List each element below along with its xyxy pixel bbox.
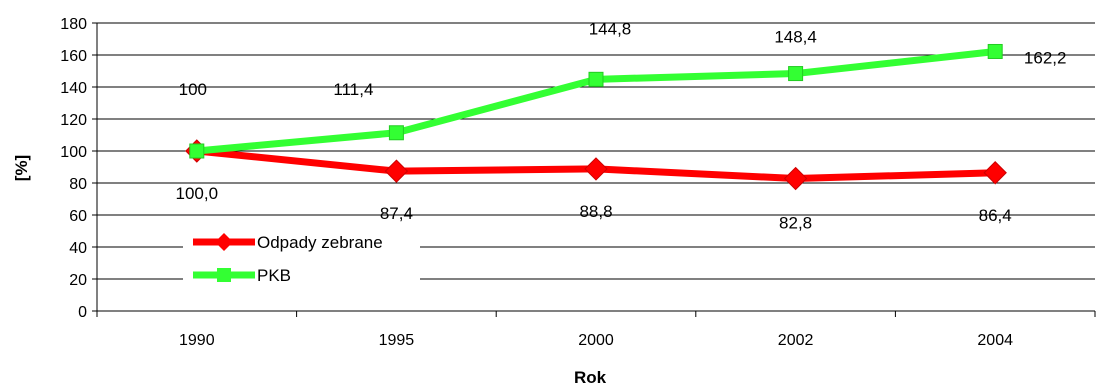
- data-point-pkb-2002: [788, 66, 804, 82]
- legend-label-odpady: Odpady zebrane: [257, 233, 383, 252]
- legend-marker-odpady: [215, 233, 233, 251]
- legend: Odpady zebrane PKB: [183, 225, 420, 297]
- y-tick-label-60: 60: [69, 208, 87, 225]
- x-tick-label-1990: 1990: [179, 332, 215, 349]
- y-tick-label-80: 80: [69, 176, 87, 193]
- y-tick-label-180: 180: [60, 16, 87, 33]
- y-tick-label-140: 140: [60, 80, 87, 97]
- data-label-odpady-1990: 100,0: [176, 184, 219, 203]
- data-label-pkb-1990: 100: [179, 80, 207, 99]
- y-tick-label-40: 40: [69, 240, 87, 257]
- y-tick-label-100: 100: [60, 144, 87, 161]
- data-label-pkb-2002: 148,4: [774, 28, 817, 47]
- data-point-pkb-2000: [588, 71, 604, 87]
- data-labels: 100,0 87,4 88,8 82,8 86,4 100 111,4 144,8 148,4 1…: [176, 19, 1067, 232]
- data-point-odpady-2002: [783, 166, 808, 191]
- y-tick-label-0: 0: [78, 304, 87, 321]
- data-label-odpady-2004: 86,4: [979, 206, 1012, 225]
- x-tick-label-2002: 2002: [778, 332, 814, 349]
- series: [185, 43, 1007, 191]
- y-tick-label-20: 20: [69, 272, 87, 289]
- legend-label-pkb: PKB: [257, 266, 291, 285]
- data-point-pkb-1990: [189, 143, 205, 159]
- axes: 0 20 40 60 80 100 120 140 160 180 1990 1995 2000 2002…: [60, 16, 1096, 349]
- data-point-odpady-1995: [384, 159, 409, 183]
- data-point-odpady-2004: [983, 161, 1007, 185]
- x-tick-label-2000: 2000: [578, 332, 614, 349]
- data-label-odpady-1995: 87,4: [380, 204, 413, 223]
- data-point-pkb-1995: [388, 125, 404, 141]
- x-tick-label-1995: 1995: [379, 332, 415, 349]
- data-label-odpady-2002: 82,8: [779, 214, 812, 233]
- data-point-pkb-2004: [987, 43, 1003, 59]
- data-point-odpady-2000: [584, 157, 608, 181]
- y-axis-title: [%]: [12, 155, 31, 181]
- x-axis-title: Rok: [574, 368, 607, 385]
- x-tick-label-2004: 2004: [977, 332, 1013, 349]
- data-label-pkb-2004: 162,2: [1024, 48, 1067, 67]
- series-line-pkb: [196, 48, 996, 155]
- y-tick-label-120: 120: [60, 112, 87, 129]
- data-label-odpady-2000: 88,8: [579, 202, 612, 221]
- data-label-pkb-2000: 144,8: [589, 19, 632, 38]
- legend-marker-pkb: [217, 268, 231, 282]
- y-tick-label-160: 160: [60, 48, 87, 65]
- data-label-pkb-1995: 111,4: [333, 80, 373, 99]
